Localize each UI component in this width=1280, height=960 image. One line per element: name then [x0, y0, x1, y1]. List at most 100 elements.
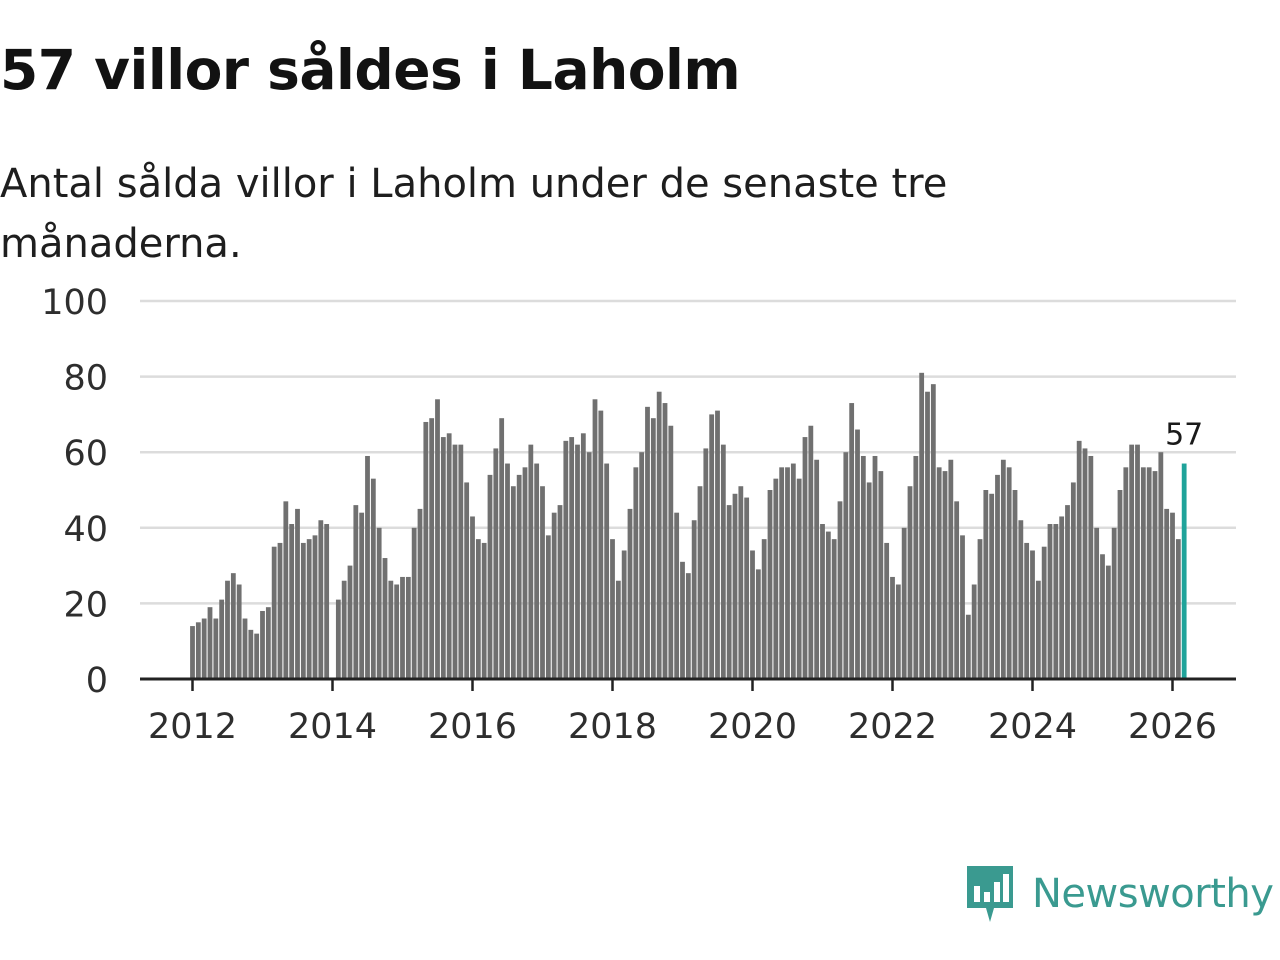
- bar: [318, 520, 324, 679]
- x-tick-label: 2012: [148, 707, 237, 747]
- highlight-label: 57: [1165, 418, 1203, 453]
- bar: [300, 542, 306, 679]
- bar: [1088, 455, 1094, 679]
- bar: [948, 459, 954, 679]
- bar: [557, 505, 563, 679]
- bar: [930, 384, 936, 679]
- bar: [464, 482, 470, 679]
- bar: [820, 524, 825, 679]
- bar: [1175, 539, 1181, 679]
- bar: [960, 535, 965, 679]
- bar: [709, 414, 715, 679]
- bar: [1164, 508, 1170, 679]
- y-tick-label: 60: [63, 434, 108, 474]
- x-tick-label: 2026: [1128, 707, 1217, 747]
- bar: [1123, 467, 1129, 679]
- bar: [592, 399, 598, 679]
- bar: [779, 467, 785, 679]
- bar: [580, 433, 586, 679]
- bar: [575, 444, 580, 679]
- y-tick-label: 0: [86, 661, 108, 701]
- bar: [540, 486, 545, 679]
- chart-title: 57 villor såldes i Laholm: [0, 38, 741, 102]
- bar: [697, 486, 703, 679]
- bar: [965, 614, 971, 679]
- bar: [1012, 490, 1018, 679]
- bar: [230, 573, 236, 679]
- bar: [872, 455, 878, 679]
- bar: [884, 542, 890, 679]
- bar: [1059, 516, 1065, 679]
- bar: [936, 467, 942, 679]
- bar: [201, 618, 207, 679]
- bar: [639, 452, 645, 679]
- bar: [505, 463, 510, 679]
- bar: [277, 542, 283, 679]
- bar: [750, 550, 755, 679]
- bar: [1117, 490, 1123, 679]
- brand-name: Newsworthy: [1032, 871, 1274, 917]
- bar: [1030, 550, 1035, 679]
- bar: [1082, 448, 1088, 679]
- bar: [802, 437, 808, 679]
- bar: [545, 535, 551, 679]
- bar: [895, 584, 901, 679]
- bar: [458, 444, 464, 679]
- bar: [831, 539, 837, 679]
- bar: [983, 490, 989, 679]
- newsworthy-logo-icon: [967, 866, 1013, 922]
- bar: [843, 452, 849, 679]
- bar: [400, 576, 405, 679]
- bar: [446, 433, 452, 679]
- bar: [755, 569, 761, 679]
- bar: [190, 626, 195, 679]
- bar: [1065, 505, 1070, 679]
- bar: [878, 471, 884, 679]
- bar: [1135, 444, 1140, 679]
- x-tick-label: 2024: [988, 707, 1077, 747]
- bar: [1140, 467, 1146, 679]
- bar: [394, 584, 400, 679]
- bar: [510, 486, 516, 679]
- bar: [370, 478, 376, 679]
- bar: [481, 542, 487, 679]
- bar: [790, 463, 796, 679]
- y-tick-label: 40: [63, 510, 108, 550]
- bar: [1000, 459, 1006, 679]
- bar-chart: 0 20 40 60 80 100 57 2012 2014 2016 2018 2020 2022 20…: [41, 283, 1236, 747]
- bar: [615, 580, 621, 679]
- bar: [1105, 565, 1111, 679]
- bar: [744, 497, 750, 679]
- bar: [738, 486, 744, 679]
- bar: [242, 618, 248, 679]
- bar: [1041, 546, 1047, 679]
- bar: [773, 478, 779, 679]
- bar: [312, 535, 318, 679]
- bar: [295, 508, 300, 679]
- bar: [1035, 580, 1041, 679]
- bar: [411, 527, 417, 679]
- bar: [324, 524, 330, 679]
- bar: [528, 444, 534, 679]
- bar: [604, 463, 610, 679]
- bar: [685, 573, 691, 679]
- bar: [645, 406, 650, 679]
- bar: [668, 425, 674, 679]
- bar: [1152, 471, 1158, 679]
- bar: [1158, 452, 1164, 679]
- bar: [289, 524, 295, 679]
- y-tick-label: 100: [41, 283, 108, 323]
- bar: [954, 501, 960, 679]
- x-tick-label: 2020: [708, 707, 797, 747]
- bar: [195, 622, 201, 679]
- bar: [767, 490, 773, 679]
- chart-subtitle: Antal sålda villor i Laholm under de sen…: [0, 161, 948, 267]
- bar: [650, 418, 656, 679]
- bar: [493, 448, 499, 679]
- bar: [726, 505, 732, 679]
- bar: [452, 444, 458, 679]
- bar: [942, 471, 948, 679]
- bar: [1076, 440, 1082, 679]
- bar: [365, 455, 370, 679]
- bar: [913, 455, 919, 679]
